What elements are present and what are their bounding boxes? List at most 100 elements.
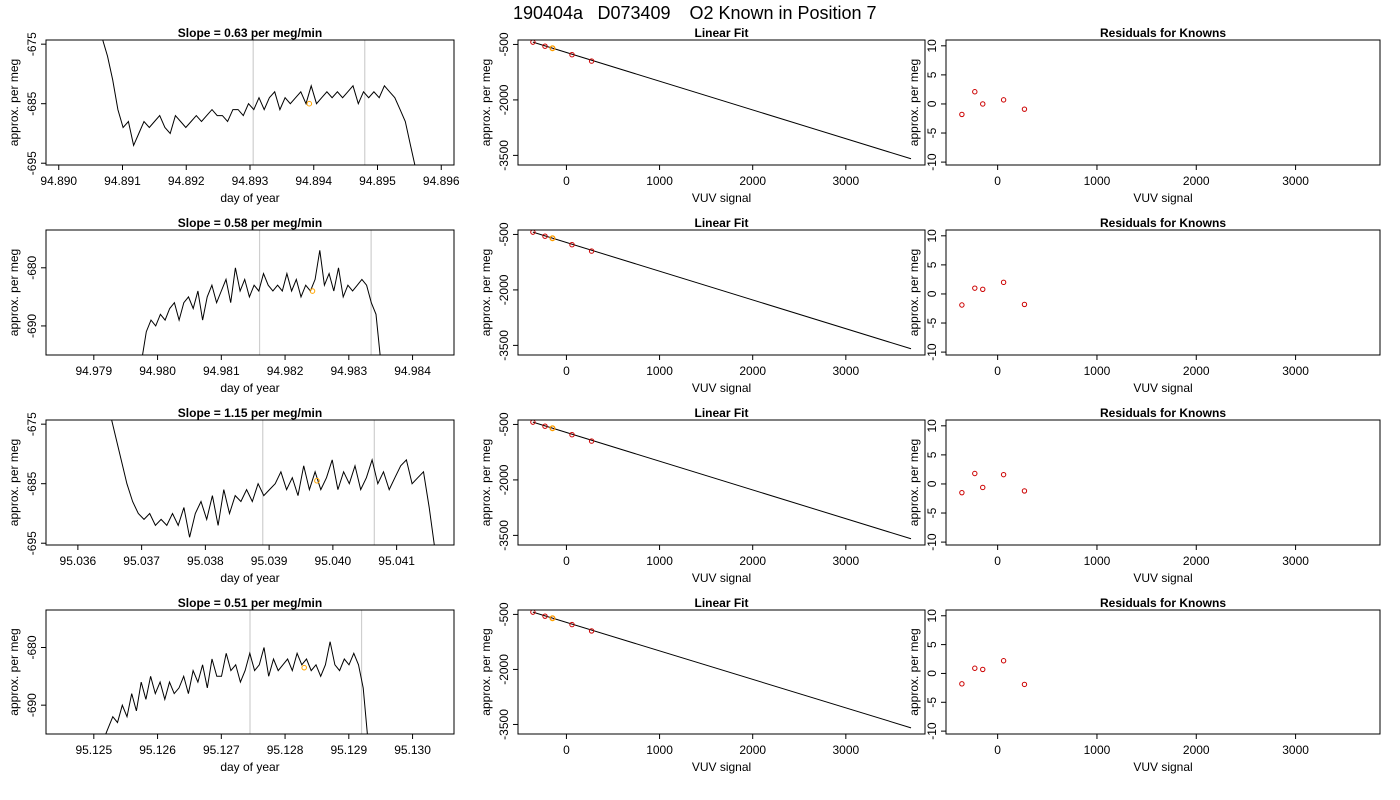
panel-title: Linear Fit [694, 406, 748, 420]
x-tick-label: 95.128 [267, 743, 304, 757]
y-tick-label: -5 [925, 317, 939, 328]
data-point [1021, 106, 1028, 112]
y-tick-label: -10 [925, 153, 939, 171]
fit-line [532, 231, 912, 350]
mean-marker [301, 664, 307, 671]
x-axis-label: VUV signal [1133, 191, 1192, 205]
x-tick-label: 95.127 [203, 743, 240, 757]
y-tick-label: -2000 [497, 464, 511, 495]
data-point [530, 610, 536, 615]
x-tick-label: 3000 [832, 174, 859, 188]
panel-r2-c1: Slope = 0.58 per meg/min 94.979 94.980 94.9… [7, 216, 455, 395]
y-tick-label: -695 [25, 531, 39, 555]
data-point [972, 470, 978, 477]
y-axis-label: approx. per meg [7, 249, 21, 336]
y-tick-label: -685 [25, 91, 39, 115]
y-tick-label: 5 [925, 261, 939, 268]
data-point [542, 233, 548, 239]
panel-title: Residuals for Knowns [1100, 26, 1226, 40]
plot-area [959, 89, 1028, 118]
y-tick-label: 0 [925, 100, 939, 107]
x-axis-label: day of year [220, 381, 279, 395]
plot-frame [45, 229, 455, 356]
panel-title: Linear Fit [694, 596, 748, 610]
data-point [972, 89, 978, 95]
panel-r3-c2: Linear Fit 0 1000 2000 3000 -500 -2000 -3500 VUV… [479, 406, 926, 585]
y-tick-label: -3500 [497, 140, 511, 171]
data-point [588, 628, 595, 634]
series-line [102, 40, 416, 165]
y-tick-label: 0 [925, 480, 939, 487]
panel-r2-c3: Residuals for Knowns 0 1000 2000 3000 10 5 0 -5 -… [907, 216, 1381, 395]
y-tick-label: -685 [25, 471, 39, 495]
x-tick-label: 94.983 [330, 364, 367, 378]
x-tick-label: 94.895 [359, 174, 396, 188]
mean-marker [309, 288, 316, 294]
panel-title: Residuals for Knowns [1100, 216, 1226, 230]
data-point [588, 58, 595, 64]
x-tick-label: 94.892 [168, 174, 205, 188]
x-tick-label: 95.125 [75, 743, 112, 757]
x-tick-label: 1000 [1084, 174, 1111, 188]
y-tick-label: -2000 [497, 654, 511, 685]
data-point [1000, 658, 1007, 664]
plot-area [142, 230, 381, 355]
x-tick-label: 94.982 [267, 364, 304, 378]
y-tick-label: -10 [925, 533, 939, 551]
y-tick-label: -2000 [497, 274, 511, 305]
panel-r4-c1: Slope = 0.51 per meg/min 95.125 95.126 95.1… [7, 596, 455, 774]
x-tick-label: 3000 [1282, 174, 1309, 188]
data-point [959, 681, 965, 687]
y-tick-label: -5 [925, 127, 939, 138]
plot-area [959, 279, 1028, 308]
y-tick-label: -680 [25, 635, 39, 659]
x-axis-label: VUV signal [1133, 381, 1192, 395]
data-point [569, 242, 575, 248]
x-tick-label: 3000 [1282, 364, 1309, 378]
x-tick-label: 3000 [832, 554, 859, 568]
panels-grid: Slope = 0.63 per meg/min 94.890 94.891 94.8… [7, 26, 1381, 774]
plot-frame [945, 39, 1381, 166]
y-axis-label: approx. per meg [907, 628, 921, 715]
data-point [542, 43, 548, 49]
data-point [1021, 681, 1028, 688]
fit-line [532, 421, 912, 540]
y-tick-label: 10 [925, 39, 939, 53]
panel-title: Linear Fit [694, 26, 748, 40]
x-tick-label: 1000 [646, 743, 673, 757]
plot-area [959, 658, 1028, 688]
x-tick-label: 95.041 [378, 554, 415, 568]
y-tick-label: -500 [497, 222, 511, 246]
x-tick-label: 2000 [739, 174, 766, 188]
panel-r1-c3: Residuals for Knowns 0 1000 2000 3000 10 5 0 -5 -… [907, 26, 1381, 205]
x-tick-label: 1000 [646, 364, 673, 378]
x-axis-label: VUV signal [692, 571, 751, 585]
x-tick-label: 94.896 [423, 174, 460, 188]
figure-title-desc: O2 Known in Position 7 [689, 3, 876, 23]
y-tick-label: -5 [925, 697, 939, 708]
mean-marker [306, 100, 313, 107]
plot-area [530, 420, 912, 540]
x-tick-label: 94.980 [139, 364, 176, 378]
x-tick-label: 0 [563, 174, 570, 188]
x-axis-label: VUV signal [692, 760, 751, 774]
x-tick-label: 2000 [1183, 554, 1210, 568]
x-tick-label: 0 [994, 743, 1001, 757]
y-tick-label: 10 [925, 229, 939, 243]
y-tick-label: -500 [497, 32, 511, 56]
data-point [1021, 301, 1028, 308]
y-tick-label: 10 [925, 609, 939, 623]
figure-title-run: 190404a [513, 3, 584, 23]
y-tick-label: 5 [925, 71, 939, 78]
x-tick-label: 94.891 [104, 174, 141, 188]
x-tick-label: 0 [563, 743, 570, 757]
x-tick-label: 1000 [646, 554, 673, 568]
y-tick-label: -3500 [497, 330, 511, 361]
figure-title-id: D073409 [597, 3, 670, 23]
panel-r4-c2: Linear Fit 0 1000 2000 3000 -500 -2000 -3500 VUV… [479, 596, 926, 774]
data-point [542, 423, 548, 429]
data-point [1000, 97, 1007, 103]
data-point [588, 248, 595, 254]
plot-frame [517, 419, 926, 546]
